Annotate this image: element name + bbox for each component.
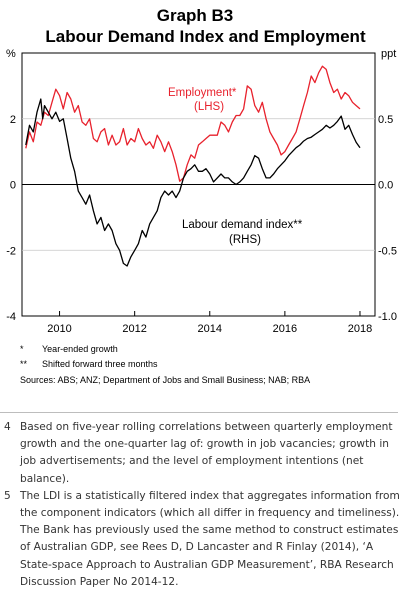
note-row: * Year-ended growth <box>20 342 310 357</box>
x-tick-label: 2014 <box>198 323 222 335</box>
left-tick-label: -2 <box>6 245 16 257</box>
right-axis-ticks: -1.0 -0.5 0.0 0.5 <box>378 114 397 323</box>
left-axis-unit: % <box>6 48 16 60</box>
series-lines <box>25 65 361 267</box>
employment-series-label: Employment* <box>168 87 237 99</box>
employment-line <box>25 65 361 182</box>
right-tick-label: -0.5 <box>378 245 397 257</box>
section-divider <box>0 412 398 413</box>
x-axis-ticks: 2010 2012 2014 2016 2018 <box>47 311 372 335</box>
chart: -4-202 -1.0-0.50.00.5 2010 2012 2014 2016 20… <box>6 48 397 335</box>
x-tick-label: 2012 <box>122 323 146 335</box>
employment-axis-label: (LHS) <box>194 101 224 113</box>
footnote-text: The LDI is a statistically filtered inde… <box>20 489 400 588</box>
ldi-axis-label: (RHS) <box>229 234 261 246</box>
right-tick-label: 0.5 <box>378 114 393 126</box>
note-text: Year-ended growth <box>42 344 118 354</box>
chart-title: Graph B3 <box>156 6 234 25</box>
left-tick-label: -4 <box>6 311 16 323</box>
ldi-series-label: Labour demand index** <box>182 219 303 231</box>
left-tick-label: 2 <box>10 114 16 126</box>
x-tick-label: 2018 <box>348 323 372 335</box>
x-tick-label: 2016 <box>273 323 297 335</box>
note-symbol: * <box>20 344 24 354</box>
right-tick-label: -1.0 <box>378 311 397 323</box>
note-row: ** Shifted forward three months <box>20 357 310 372</box>
footnote: 5 The LDI is a statistically filtered in… <box>4 488 406 591</box>
x-tick-label: 2010 <box>47 323 71 335</box>
labour-demand-index-line <box>25 98 361 267</box>
chart-subtitle: Labour Demand Index and Employment <box>45 27 366 46</box>
footnote: 4 Based on five-year rolling correlation… <box>4 419 406 488</box>
footnote-number: 5 <box>4 489 11 502</box>
footnote-text: Based on five-year rolling correlations … <box>20 421 393 485</box>
right-axis-unit: ppt <box>381 48 396 60</box>
footnotes: 4 Based on five-year rolling correlation… <box>4 419 406 591</box>
left-tick-label: 0 <box>10 180 16 192</box>
right-tick-label: 0.0 <box>378 180 393 192</box>
footnote-number: 4 <box>4 421 11 433</box>
note-symbol: ** <box>20 359 28 369</box>
sources-line: Sources: ABS; ANZ; Department of Jobs an… <box>20 375 311 385</box>
chart-notes: * Year-ended growth ** Shifted forward t… <box>20 342 310 388</box>
left-axis-ticks: -4 -2 0 2 <box>6 114 16 323</box>
note-text: Shifted forward three months <box>42 359 158 369</box>
